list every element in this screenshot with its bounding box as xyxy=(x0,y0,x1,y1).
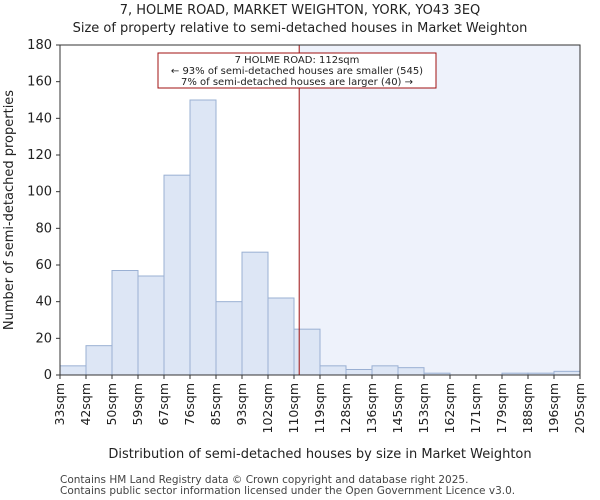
bar-128sqm xyxy=(345,369,373,376)
bar-85sqm xyxy=(215,301,243,376)
bar-145sqm xyxy=(397,367,425,376)
x-tick-label-76sqm: 76sqm xyxy=(182,383,197,426)
x-tick-label-196sqm: 196sqm xyxy=(546,383,561,433)
bar-67sqm xyxy=(163,174,191,376)
y-tick-label-20: 20 xyxy=(35,331,52,346)
footer-line-2: Contains public sector information licen… xyxy=(60,485,516,497)
x-tick-label-33sqm: 33sqm xyxy=(52,383,67,426)
chart-subtitle: Size of property relative to semi-detach… xyxy=(72,21,528,36)
x-tick-label-128sqm: 128sqm xyxy=(338,383,353,433)
bar-136sqm xyxy=(371,365,399,376)
x-tick-label-85sqm: 85sqm xyxy=(208,383,223,426)
y-tick-label-0: 0 xyxy=(44,368,52,383)
bar-59sqm xyxy=(137,275,165,376)
footer-line-1: Contains HM Land Registry data © Crown c… xyxy=(60,474,469,486)
annotation-line-2: ← 93% of semi-detached houses are smalle… xyxy=(171,66,423,77)
chart-title: 7, HOLME ROAD, MARKET WEIGHTON, YORK, YO… xyxy=(119,3,481,18)
x-tick-label-67sqm: 67sqm xyxy=(156,383,171,426)
bar-196sqm xyxy=(553,370,581,376)
y-tick-label-40: 40 xyxy=(35,295,52,310)
y-tick-label-120: 120 xyxy=(27,148,52,163)
x-tick-label-162sqm: 162sqm xyxy=(442,383,457,433)
x-tick-label-50sqm: 50sqm xyxy=(104,383,119,426)
y-tick-label-100: 100 xyxy=(27,185,52,200)
y-tick-label-80: 80 xyxy=(35,221,52,236)
annotation-line-1: 7 HOLME ROAD: 112sqm xyxy=(235,55,360,66)
bar-50sqm xyxy=(111,270,139,376)
y-tick-label-160: 160 xyxy=(27,75,52,90)
x-tick-label-188sqm: 188sqm xyxy=(520,383,535,433)
y-tick-label-140: 140 xyxy=(27,111,52,126)
annotation-box xyxy=(157,52,437,89)
y-tick-label-60: 60 xyxy=(35,258,52,273)
x-tick-label-136sqm: 136sqm xyxy=(364,383,379,433)
x-tick-label-145sqm: 145sqm xyxy=(390,383,405,433)
x-tick-label-205sqm: 205sqm xyxy=(572,383,587,433)
bar-76sqm xyxy=(189,99,217,376)
x-tick-label-179sqm: 179sqm xyxy=(494,383,509,433)
x-tick-label-153sqm: 153sqm xyxy=(416,383,431,433)
bar-42sqm xyxy=(85,345,113,376)
bar-102sqm xyxy=(267,297,295,376)
larger-region-shade xyxy=(299,45,580,375)
bar-110sqm xyxy=(293,328,321,376)
bar-93sqm xyxy=(241,251,269,376)
x-tick-label-171sqm: 171sqm xyxy=(468,383,483,433)
x-tick-label-59sqm: 59sqm xyxy=(130,383,145,426)
bar-33sqm xyxy=(59,365,87,376)
x-tick-label-93sqm: 93sqm xyxy=(234,383,249,426)
x-tick-label-119sqm: 119sqm xyxy=(312,383,327,433)
annotation-line-3: 7% of semi-detached houses are larger (4… xyxy=(181,77,413,88)
x-tick-label-110sqm: 110sqm xyxy=(286,383,301,433)
bar-119sqm xyxy=(319,365,347,376)
x-tick-label-42sqm: 42sqm xyxy=(78,383,93,426)
x-tick-label-102sqm: 102sqm xyxy=(260,383,275,433)
y-tick-label-180: 180 xyxy=(27,38,52,53)
y-axis-label: Number of semi-detached properties xyxy=(2,90,17,330)
x-axis-label: Distribution of semi-detached houses by … xyxy=(108,447,531,462)
